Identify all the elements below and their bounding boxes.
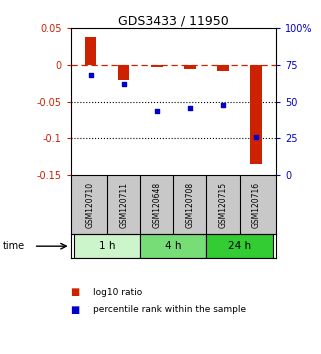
Point: [254, 134, 259, 140]
Bar: [85, 37, 96, 65]
Text: ■: ■: [71, 287, 80, 297]
Text: 1 h: 1 h: [99, 241, 115, 251]
Text: 4 h: 4 h: [165, 241, 182, 251]
Text: log10 ratio: log10 ratio: [93, 287, 142, 297]
Text: GSM120710: GSM120710: [86, 182, 95, 228]
Text: GSM120708: GSM120708: [186, 182, 195, 228]
Point: [154, 108, 159, 113]
Bar: [217, 65, 229, 71]
Title: GDS3433 / 11950: GDS3433 / 11950: [118, 14, 229, 27]
Text: GSM120648: GSM120648: [152, 182, 161, 228]
Text: GSM120711: GSM120711: [119, 182, 128, 228]
Text: GSM120716: GSM120716: [252, 182, 261, 228]
Point: [88, 73, 93, 78]
Bar: [140, 234, 206, 258]
Text: percentile rank within the sample: percentile rank within the sample: [93, 305, 246, 314]
Point: [187, 105, 193, 110]
Bar: [250, 65, 262, 164]
Bar: [118, 65, 129, 80]
Bar: [151, 65, 162, 67]
Text: 24 h: 24 h: [228, 241, 251, 251]
Text: GSM120715: GSM120715: [219, 182, 228, 228]
Text: time: time: [3, 241, 25, 251]
Bar: [74, 234, 140, 258]
Point: [221, 102, 226, 108]
Text: ■: ■: [71, 305, 80, 315]
Bar: [206, 234, 273, 258]
Point: [121, 81, 126, 87]
Bar: [184, 65, 196, 69]
